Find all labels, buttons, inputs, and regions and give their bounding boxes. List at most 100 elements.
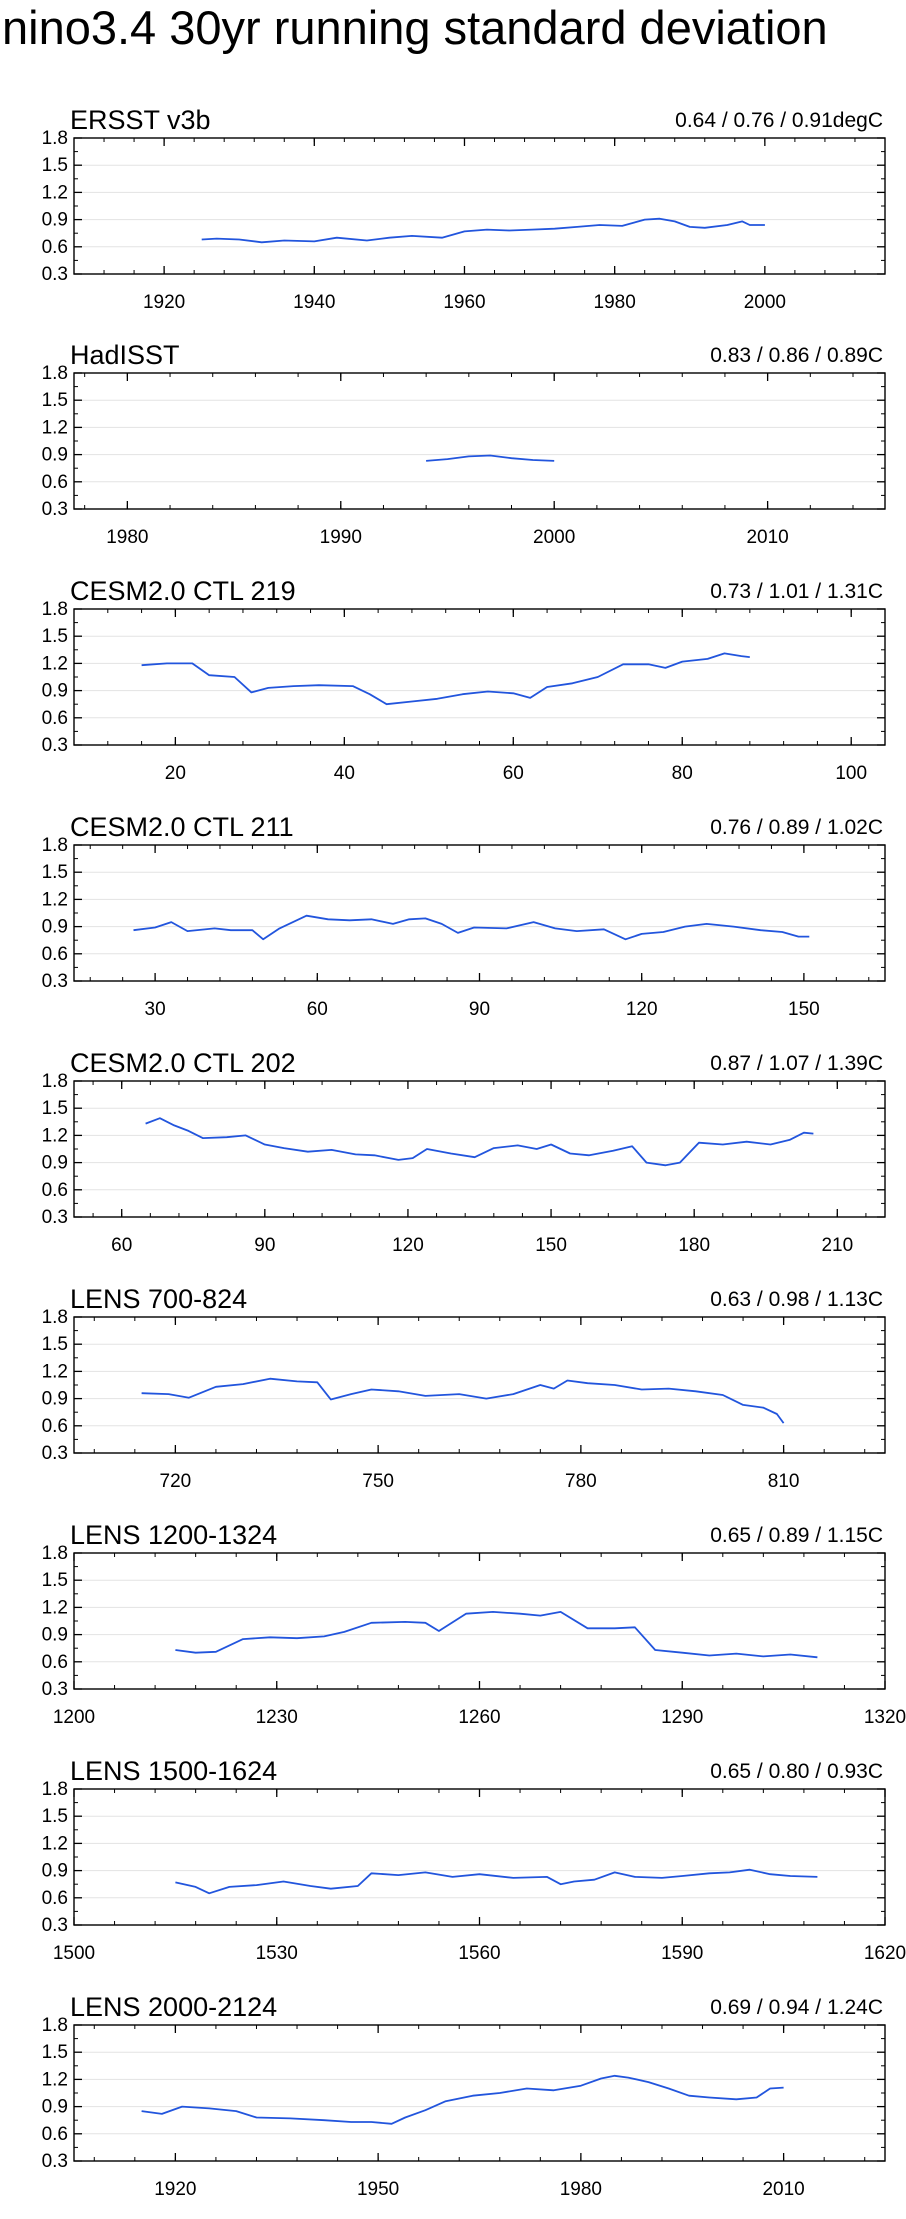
x-tick-label: 1920 — [154, 2179, 196, 2200]
panel-stats: 0.69 / 0.94 / 1.24C — [710, 1996, 883, 2019]
x-tick-label: 1290 — [661, 1707, 703, 1728]
x-tick-label: 1590 — [661, 1943, 703, 1964]
x-tick-label: 1560 — [458, 1943, 500, 1964]
chart-panel: CESM2.0 CTL 211 0.76 / 0.89 / 1.02C 0.3 0.6… — [42, 812, 886, 1020]
y-tick-label: 0.6 — [42, 1888, 68, 1909]
x-tick-label: 1990 — [320, 527, 362, 548]
x-tick-label: 1980 — [560, 2179, 602, 2200]
y-tick-label: 0.3 — [42, 971, 68, 992]
series-line — [201, 217, 765, 244]
figure-title: nino3.4 30yr running standard deviation — [2, 1, 828, 54]
y-tick-label: 0.6 — [42, 1652, 68, 1673]
y-tick-label: 0.9 — [42, 2097, 68, 2118]
x-tick-label: 120 — [392, 1235, 424, 1256]
panel-title: ERSST v3b — [70, 105, 211, 135]
y-tick-label: 0.9 — [42, 1861, 68, 1882]
x-tick-label: 60 — [503, 763, 524, 784]
plot-frame — [73, 372, 886, 510]
y-tick-label: 1.5 — [42, 1098, 68, 1119]
x-tick-label: 2000 — [533, 527, 575, 548]
chart-panel: CESM2.0 CTL 219 0.73 / 1.01 / 1.31C 0.3 0.6… — [42, 576, 886, 784]
y-tick-label: 0.6 — [42, 1180, 68, 1201]
chart-panel: LENS 700-824 0.63 / 0.98 / 1.13C 0.3 0.6 0.9… — [42, 1284, 886, 1492]
plot-frame — [73, 1080, 886, 1218]
y-tick-label: 1.5 — [42, 626, 68, 647]
y-tick-label: 1.2 — [42, 182, 68, 203]
y-tick-label: 0.3 — [42, 1443, 68, 1464]
chart-panel: LENS 2000-2124 0.69 / 0.94 / 1.24C 0.3 0.6 0… — [42, 1992, 886, 2200]
panel-stats: 0.83 / 0.86 / 0.89C — [710, 344, 883, 367]
panel-stats: 0.73 / 1.01 / 1.31C — [710, 580, 883, 603]
y-tick-label: 1.8 — [42, 363, 68, 384]
panel-stats: 0.65 / 0.89 / 1.15C — [710, 1524, 883, 1547]
x-tick-label: 90 — [469, 999, 490, 1020]
y-tick-label: 0.9 — [42, 210, 68, 231]
y-tick-label: 1.2 — [42, 1125, 68, 1146]
x-tick-label: 150 — [535, 1235, 567, 1256]
x-tick-label: 100 — [835, 763, 867, 784]
series-line — [141, 2074, 784, 2125]
series-line — [133, 914, 810, 941]
x-tick-label: 810 — [768, 1471, 800, 1492]
y-tick-label: 1.5 — [42, 862, 68, 883]
series-line — [426, 454, 555, 462]
y-tick-label: 1.5 — [42, 390, 68, 411]
chart-panel: LENS 1200-1324 0.65 / 0.89 / 1.15C 0.3 0.6 0… — [42, 1520, 906, 1728]
panel-title: LENS 1200-1324 — [70, 1520, 277, 1550]
x-tick-label: 90 — [254, 1235, 275, 1256]
x-tick-label: 210 — [821, 1235, 853, 1256]
panel-title: LENS 700-824 — [70, 1284, 247, 1314]
y-tick-label: 1.8 — [42, 599, 68, 620]
y-tick-label: 1.2 — [42, 2069, 68, 2090]
x-tick-label: 1920 — [143, 292, 185, 313]
x-tick-label: 60 — [111, 1235, 132, 1256]
y-tick-label: 1.2 — [42, 417, 68, 438]
y-tick-label: 0.3 — [42, 2151, 68, 2172]
x-tick-label: 1530 — [256, 1943, 298, 1964]
y-tick-label: 1.8 — [42, 2015, 68, 2036]
x-tick-label: 780 — [565, 1471, 597, 1492]
panel-title: CESM2.0 CTL 211 — [70, 812, 294, 842]
chart-panel: CESM2.0 CTL 202 0.87 / 1.07 / 1.39C 0.3 0.6… — [42, 1048, 886, 1256]
y-tick-label: 1.2 — [42, 653, 68, 674]
y-tick-label: 1.8 — [42, 128, 68, 149]
plot-frame — [73, 137, 886, 275]
plot-frame — [73, 1316, 886, 1454]
y-tick-label: 0.9 — [42, 681, 68, 702]
panel-title: CESM2.0 CTL 219 — [70, 576, 296, 606]
x-tick-label: 120 — [626, 999, 658, 1020]
panel-title: LENS 1500-1624 — [70, 1756, 277, 1786]
y-tick-label: 1.8 — [42, 1071, 68, 1092]
panel-title: LENS 2000-2124 — [70, 1992, 277, 2022]
y-tick-label: 0.3 — [42, 1679, 68, 1700]
x-tick-label: 1980 — [106, 527, 148, 548]
y-tick-label: 0.9 — [42, 1389, 68, 1410]
y-tick-label: 0.9 — [42, 1625, 68, 1646]
plot-frame — [73, 1788, 886, 1926]
y-tick-label: 0.6 — [42, 1416, 68, 1437]
x-tick-label: 180 — [678, 1235, 710, 1256]
y-tick-label: 0.6 — [42, 2124, 68, 2145]
x-tick-label: 1500 — [53, 1943, 95, 1964]
series-line — [145, 1117, 814, 1167]
y-tick-label: 1.8 — [42, 1307, 68, 1328]
panel-stats: 0.87 / 1.07 / 1.39C — [710, 1052, 883, 1075]
y-tick-label: 1.2 — [42, 889, 68, 910]
x-tick-label: 750 — [362, 1471, 394, 1492]
panel-stats: 0.64 / 0.76 / 0.91degC — [675, 109, 883, 132]
y-tick-label: 1.8 — [42, 1543, 68, 1564]
x-tick-label: 1980 — [594, 292, 636, 313]
y-tick-label: 1.5 — [42, 1334, 68, 1355]
x-tick-label: 60 — [307, 999, 328, 1020]
panel-stats: 0.65 / 0.80 / 0.93C — [710, 1760, 883, 1783]
series-line — [141, 652, 750, 706]
x-tick-label: 2000 — [744, 292, 786, 313]
y-tick-label: 0.9 — [42, 1153, 68, 1174]
x-tick-label: 1960 — [443, 292, 485, 313]
y-tick-label: 0.9 — [42, 917, 68, 938]
y-tick-label: 1.8 — [42, 1779, 68, 1800]
chart-panel: HadISST 0.83 / 0.86 / 0.89C 0.3 0.6 0.9 1.2 1.… — [42, 340, 886, 548]
x-tick-label: 1950 — [357, 2179, 399, 2200]
series-line — [141, 1377, 785, 1424]
